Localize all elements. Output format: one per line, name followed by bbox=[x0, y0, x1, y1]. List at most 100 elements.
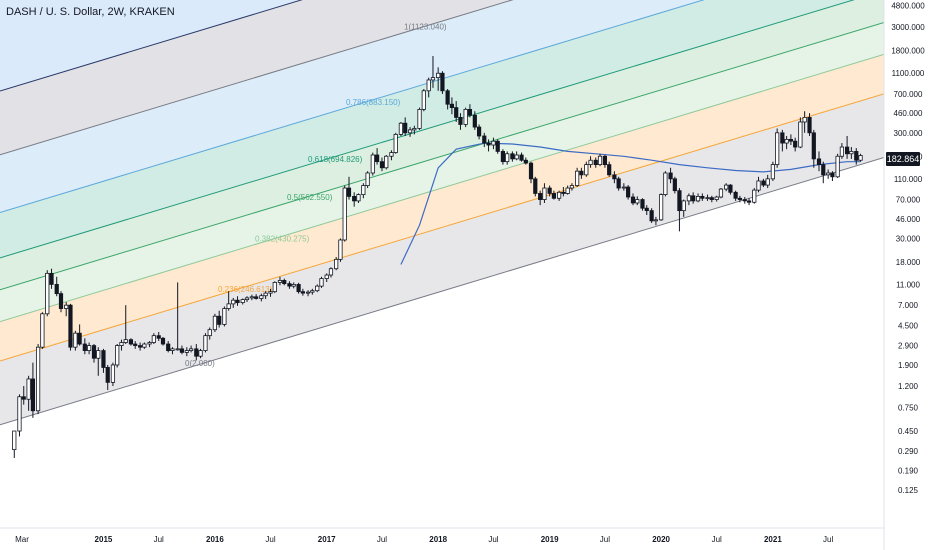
candle-body[interactable] bbox=[542, 187, 547, 200]
candle-body[interactable] bbox=[430, 77, 436, 81]
candle-body[interactable] bbox=[73, 332, 78, 348]
candle-body[interactable] bbox=[374, 154, 380, 163]
candle-body[interactable] bbox=[486, 142, 491, 146]
candle-body[interactable] bbox=[217, 315, 222, 325]
candle-body[interactable] bbox=[519, 154, 524, 161]
candle-body[interactable] bbox=[538, 193, 543, 200]
candle-body[interactable] bbox=[128, 339, 134, 345]
candle-body[interactable] bbox=[231, 299, 236, 305]
candle-body[interactable] bbox=[30, 378, 36, 412]
fib-line-3[interactable] bbox=[0, 22, 884, 291]
candle-body[interactable] bbox=[681, 200, 686, 212]
candle-body[interactable] bbox=[621, 186, 626, 189]
candle-body[interactable] bbox=[64, 304, 69, 309]
candle-body[interactable] bbox=[417, 108, 422, 129]
fib-line-ext-1[interactable] bbox=[0, 0, 884, 92]
candle-body[interactable] bbox=[463, 108, 468, 125]
candle-body[interactable] bbox=[761, 180, 766, 186]
candle-body[interactable] bbox=[421, 90, 426, 110]
candle-body[interactable] bbox=[849, 151, 854, 155]
candle-body[interactable] bbox=[91, 345, 97, 359]
candle-body[interactable] bbox=[752, 189, 757, 203]
candle-body[interactable] bbox=[505, 153, 510, 163]
candle-body[interactable] bbox=[68, 304, 73, 348]
candle-body[interactable] bbox=[607, 164, 612, 176]
candle-body[interactable] bbox=[742, 199, 747, 202]
candle-body[interactable] bbox=[244, 297, 250, 301]
candle-body[interactable] bbox=[659, 194, 664, 221]
candle-body[interactable] bbox=[235, 299, 240, 304]
candle-body[interactable] bbox=[175, 348, 180, 351]
candle-body[interactable] bbox=[788, 138, 794, 142]
candle-body[interactable] bbox=[436, 72, 441, 79]
candle-body[interactable] bbox=[733, 191, 738, 199]
candle-body[interactable] bbox=[765, 178, 770, 186]
candle-body[interactable] bbox=[352, 195, 357, 202]
candle-body[interactable] bbox=[695, 195, 701, 202]
candle-body[interactable] bbox=[222, 308, 227, 325]
candle-body[interactable] bbox=[686, 195, 691, 202]
candle-body[interactable] bbox=[365, 172, 370, 186]
candle-body[interactable] bbox=[384, 155, 389, 169]
candle-body[interactable] bbox=[561, 191, 566, 194]
candle-body[interactable] bbox=[616, 178, 621, 189]
candle-body[interactable] bbox=[268, 291, 273, 294]
candle-body[interactable] bbox=[324, 274, 329, 279]
candle-body[interactable] bbox=[612, 174, 617, 180]
candle-body[interactable] bbox=[640, 199, 645, 209]
candle-body[interactable] bbox=[811, 132, 816, 160]
candle-body[interactable] bbox=[677, 190, 682, 212]
candle-body[interactable] bbox=[728, 184, 733, 193]
candle-body[interactable] bbox=[458, 116, 463, 125]
fib-line-1[interactable] bbox=[0, 93, 884, 362]
candle-body[interactable] bbox=[718, 188, 724, 198]
candle-body[interactable] bbox=[510, 153, 515, 160]
candle-body[interactable] bbox=[854, 151, 859, 161]
candle-body[interactable] bbox=[254, 296, 259, 299]
candle-body[interactable] bbox=[35, 346, 41, 412]
candle-body[interactable] bbox=[315, 285, 320, 292]
candle-body[interactable] bbox=[45, 272, 50, 315]
candle-body[interactable] bbox=[166, 343, 171, 351]
candle-body[interactable] bbox=[714, 196, 719, 200]
candle-body[interactable] bbox=[26, 378, 31, 400]
candle-body[interactable] bbox=[272, 281, 277, 293]
candle-body[interactable] bbox=[756, 180, 761, 191]
candle-body[interactable] bbox=[830, 172, 835, 178]
fib-line-2[interactable] bbox=[0, 53, 884, 323]
candle-body[interactable] bbox=[626, 186, 631, 198]
candle-body[interactable] bbox=[565, 187, 570, 194]
candle-body[interactable] bbox=[338, 239, 343, 260]
candle-body[interactable] bbox=[445, 90, 450, 105]
candle-body[interactable] bbox=[137, 345, 143, 348]
candle-body[interactable] bbox=[691, 195, 696, 202]
candle-body[interactable] bbox=[709, 197, 714, 200]
fib-line-4[interactable] bbox=[0, 0, 884, 259]
candle-body[interactable] bbox=[12, 430, 17, 451]
candle-body[interactable] bbox=[119, 342, 124, 346]
candle-body[interactable] bbox=[784, 138, 789, 144]
candle-body[interactable] bbox=[249, 296, 254, 299]
candle-body[interactable] bbox=[287, 283, 292, 287]
candle-body[interactable] bbox=[672, 178, 677, 192]
candle-body[interactable] bbox=[482, 135, 487, 144]
candle-body[interactable] bbox=[551, 193, 557, 199]
candle-body[interactable] bbox=[514, 154, 519, 160]
candle-body[interactable] bbox=[334, 258, 339, 270]
candle-body[interactable] bbox=[575, 170, 580, 186]
candle-body[interactable] bbox=[346, 187, 352, 197]
candle-body[interactable] bbox=[263, 292, 268, 297]
candle-body[interactable] bbox=[770, 164, 775, 180]
candle-body[interactable] bbox=[798, 121, 803, 148]
candle-body[interactable] bbox=[291, 284, 296, 287]
candle-body[interactable] bbox=[528, 162, 534, 180]
candle-body[interactable] bbox=[569, 185, 575, 189]
candle-body[interactable] bbox=[802, 116, 807, 123]
candle-body[interactable] bbox=[724, 184, 729, 190]
candle-body[interactable] bbox=[635, 199, 640, 204]
candle-body[interactable] bbox=[668, 172, 673, 180]
candle-body[interactable] bbox=[115, 345, 120, 366]
candle-body[interactable] bbox=[77, 332, 82, 345]
candle-body[interactable] bbox=[533, 178, 538, 194]
